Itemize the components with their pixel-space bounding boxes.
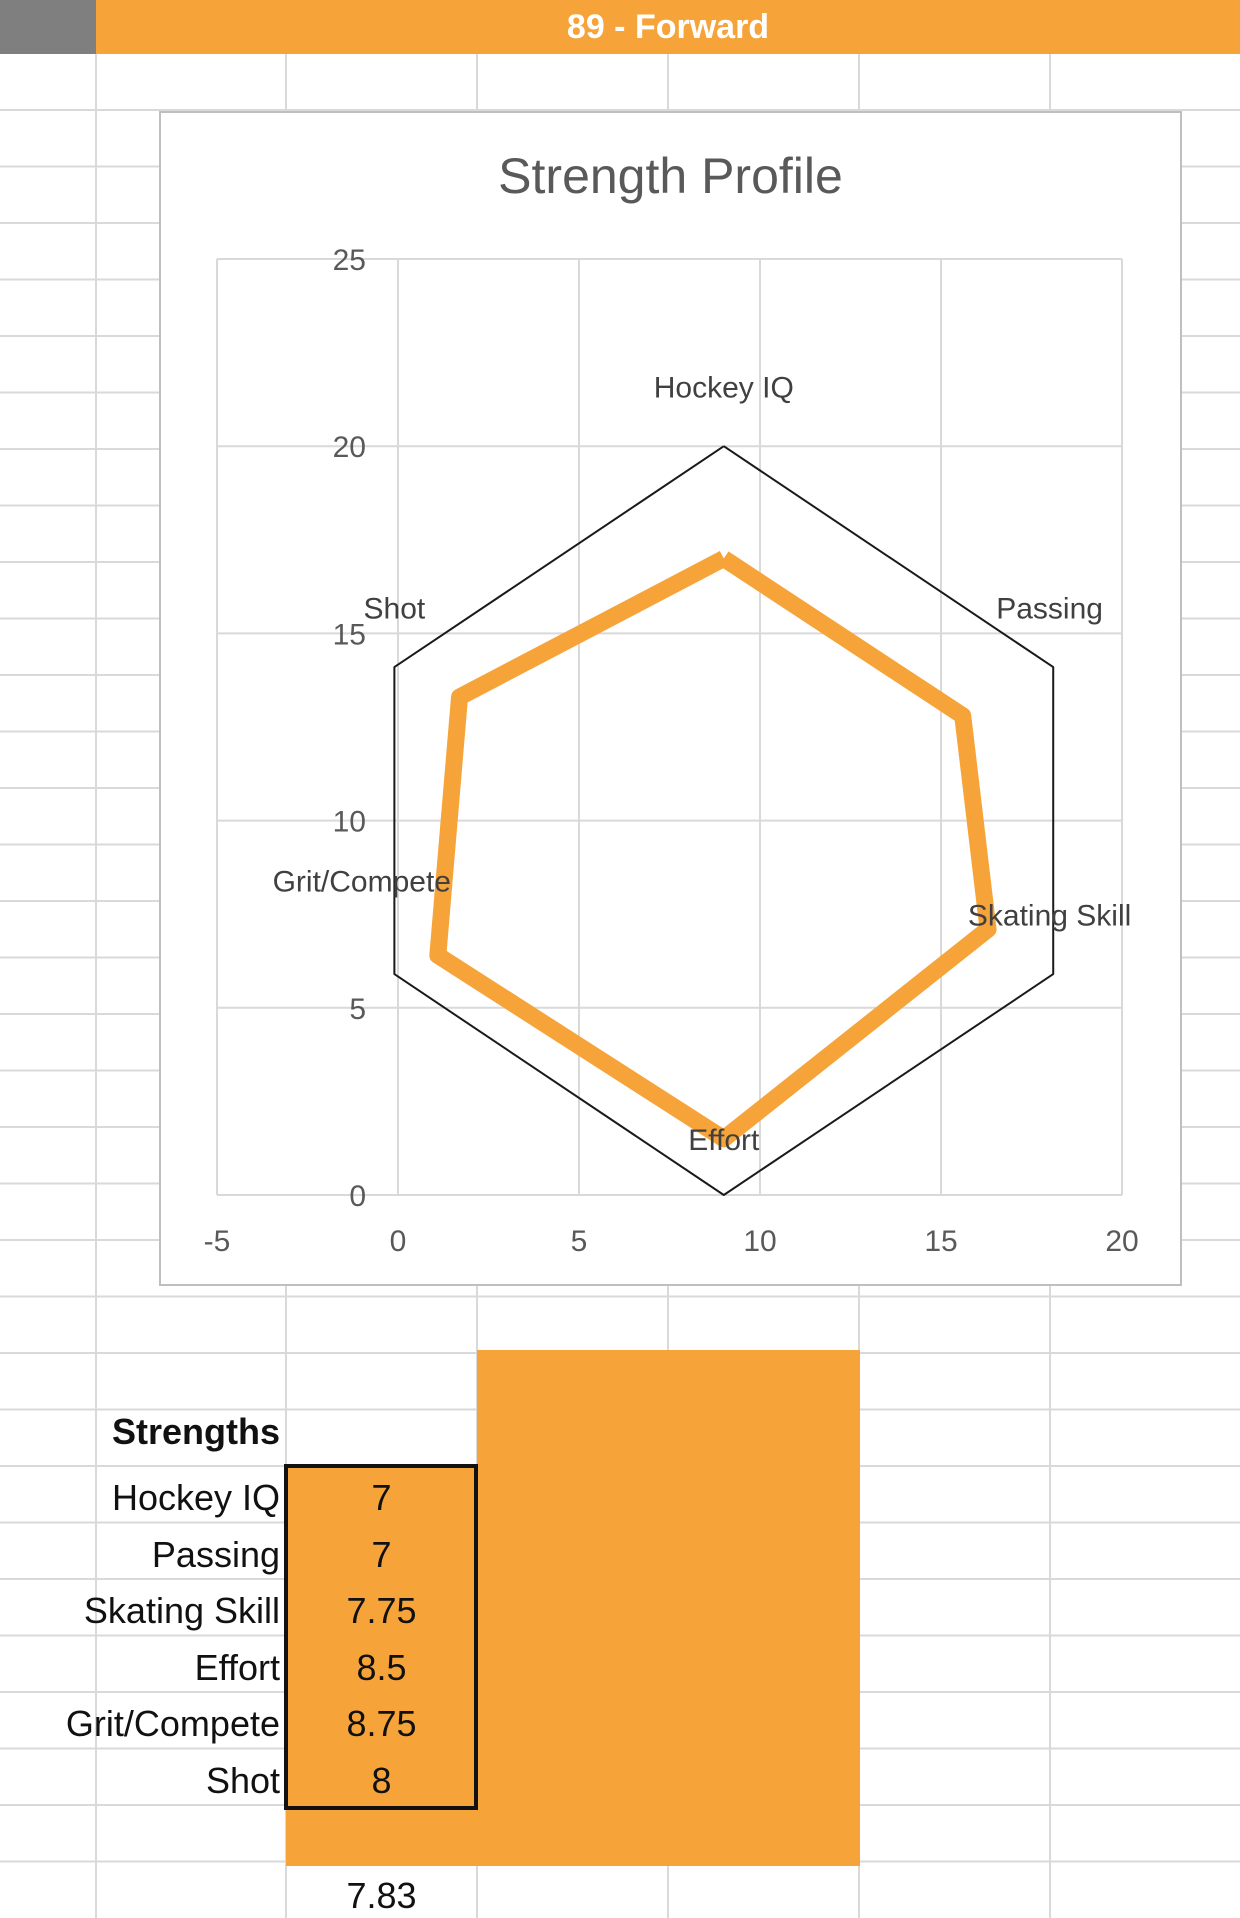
strength-profile-chart[interactable]: 0 5 10 15 20 25 -5 0 5 10 15 20 Hockey IQ Passing Skat… bbox=[159, 111, 1182, 1286]
axis-category-label: Hockey IQ bbox=[654, 372, 794, 405]
strength-label: Hockey IQ bbox=[111, 1477, 280, 1518]
strength-value[interactable]: 8.75 bbox=[346, 1703, 417, 1744]
strength-label: Shot bbox=[205, 1759, 280, 1801]
chart-plot: 0 5 10 15 20 25 -5 0 5 10 15 20 Hockey IQ Passing Skat… bbox=[204, 244, 1139, 1258]
y-tick-label: 25 bbox=[333, 244, 366, 277]
strength-value[interactable]: 7 bbox=[371, 1533, 392, 1575]
average-score[interactable]: 7.83 bbox=[346, 1875, 417, 1916]
max-score-outline bbox=[393, 445, 1055, 1196]
x-tick-label: -5 bbox=[204, 1225, 231, 1258]
axis-category-label: Grit/Compete bbox=[273, 866, 451, 899]
strength-label: Skating Skill bbox=[83, 1590, 280, 1631]
row-header-corner bbox=[0, 0, 96, 54]
y-tick-label: 15 bbox=[333, 618, 366, 651]
y-tick-label: 20 bbox=[333, 431, 366, 464]
x-tick-label: 20 bbox=[1105, 1225, 1138, 1258]
x-tick-label: 10 bbox=[743, 1225, 776, 1258]
y-tick-label: 0 bbox=[349, 1180, 366, 1213]
strength-label: Effort bbox=[194, 1646, 280, 1688]
orange-fill-block bbox=[286, 1466, 860, 1866]
y-tick-label: 10 bbox=[333, 806, 366, 839]
scores-box bbox=[284, 1464, 478, 1810]
strength-value[interactable]: 7.75 bbox=[346, 1590, 417, 1631]
x-tick-label: 15 bbox=[924, 1225, 957, 1258]
chart-title: Strength Profile bbox=[498, 148, 843, 204]
x-tick-label: 5 bbox=[571, 1225, 588, 1258]
axis-category-label: Effort bbox=[688, 1124, 760, 1157]
strength-label: Grit/Compete bbox=[65, 1703, 280, 1744]
strength-value[interactable]: 8.5 bbox=[356, 1646, 407, 1688]
y-tick-label: 5 bbox=[349, 993, 366, 1026]
strength-value[interactable]: 7 bbox=[371, 1477, 392, 1518]
strength-profile-line bbox=[429, 550, 997, 1148]
axis-category-label: Shot bbox=[364, 592, 426, 625]
axis-category-label: Skating Skill bbox=[968, 899, 1131, 932]
strengths-heading: Strengths bbox=[111, 1411, 280, 1452]
strength-label: Passing bbox=[151, 1533, 280, 1575]
orange-fill-top bbox=[477, 1350, 860, 1466]
sheet-title-banner[interactable]: 89 - Forward bbox=[96, 0, 1240, 54]
axis-category-label: Passing bbox=[996, 592, 1103, 625]
strength-value[interactable]: 8 bbox=[371, 1759, 392, 1801]
x-tick-label: 0 bbox=[390, 1225, 407, 1258]
